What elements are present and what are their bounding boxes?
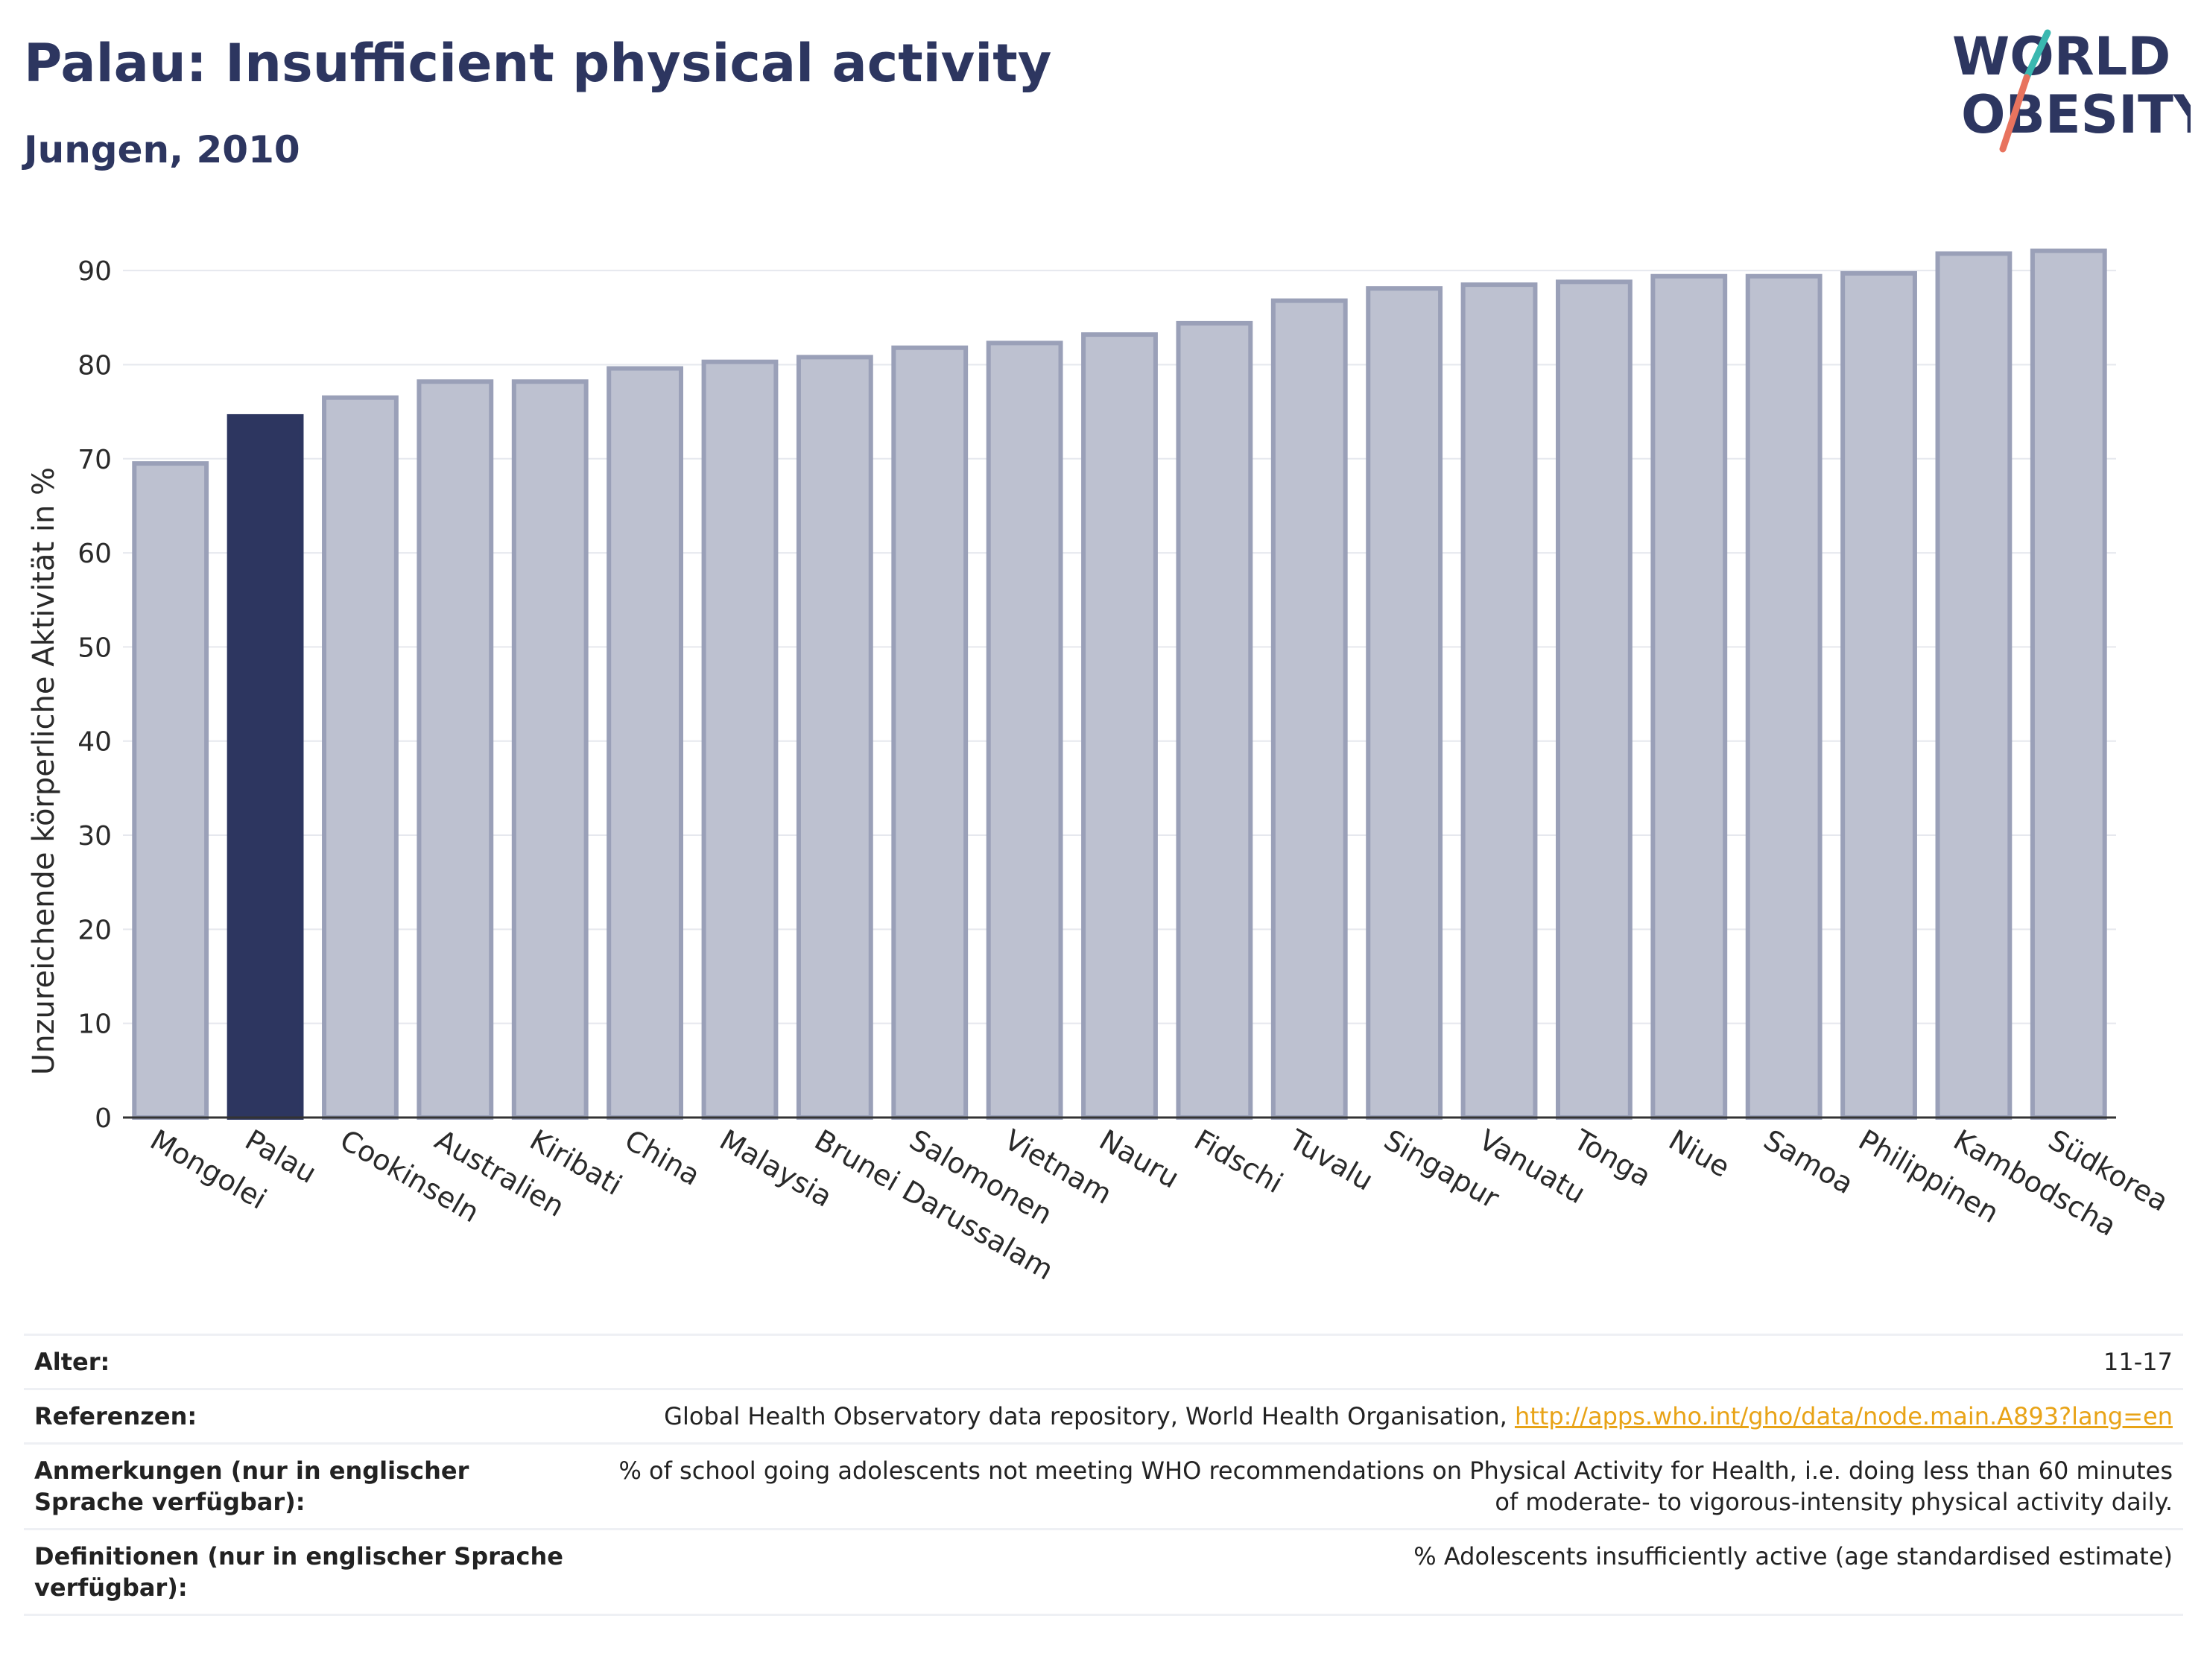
info-label-notes: Anmerkungen (nur in englischer Sprache v… bbox=[24, 1442, 581, 1530]
bar-palau bbox=[227, 413, 304, 1120]
info-row-definitions: Definitionen (nur in englischer Sprache … bbox=[24, 1528, 2183, 1616]
info-value-references: Global Health Observatory data repositor… bbox=[581, 1388, 2183, 1444]
bar-brunei-darussalam bbox=[796, 355, 873, 1120]
bar-philippinen bbox=[1840, 270, 1917, 1120]
info-row-notes: Anmerkungen (nur in englischer Sprache v… bbox=[24, 1442, 2183, 1530]
chart-subtitle: Jungen, 2010 bbox=[24, 128, 300, 171]
y-tick-label: 10 bbox=[77, 1009, 112, 1040]
references-link[interactable]: http://apps.who.int/gho/data/node.main.A… bbox=[1514, 1402, 2173, 1430]
x-tick-label: Niue bbox=[1663, 1123, 1735, 1184]
bar-salomonen bbox=[891, 345, 969, 1120]
y-tick-label: 50 bbox=[77, 633, 112, 663]
chart-title: Palau: Insufficient physical activity bbox=[24, 33, 1052, 94]
bar-nauru bbox=[1081, 332, 1158, 1120]
y-tick-label: 20 bbox=[77, 915, 112, 945]
world-obesity-logo: WORLD OBESITY bbox=[1952, 26, 2191, 153]
bar-fidschi bbox=[1176, 320, 1253, 1120]
info-row-references: Referenzen: Global Health Observatory da… bbox=[24, 1388, 2183, 1444]
y-tick-label: 80 bbox=[77, 350, 112, 381]
info-table: Alter: 11-17 Referenzen: Global Health O… bbox=[24, 1334, 2183, 1616]
logo-line2: OBESITY bbox=[1961, 84, 2191, 145]
x-tick-label: Tuvalu bbox=[1283, 1123, 1378, 1197]
bar-tonga bbox=[1556, 279, 1633, 1120]
info-value-notes: % of school going adolescents not meetin… bbox=[581, 1442, 2183, 1530]
bar-südkorea bbox=[2030, 248, 2107, 1120]
info-label-definitions: Definitionen (nur in englischer Sprache … bbox=[24, 1528, 581, 1616]
bar-mongolei bbox=[132, 461, 209, 1120]
y-tick-label: 60 bbox=[77, 539, 112, 569]
y-tick-label: 90 bbox=[77, 256, 112, 287]
x-tick-label: Samoa bbox=[1758, 1123, 1859, 1201]
bar-cookinseln bbox=[322, 395, 399, 1120]
y-tick-label: 0 bbox=[95, 1103, 112, 1134]
bar-kambodscha bbox=[1935, 251, 2013, 1120]
info-label-age: Alter: bbox=[24, 1334, 581, 1389]
logo-line1: WORLD bbox=[1952, 26, 2170, 87]
info-label-references: Referenzen: bbox=[24, 1388, 581, 1444]
bar-niue bbox=[1650, 273, 1728, 1120]
bar-tuvalu bbox=[1270, 298, 1348, 1120]
y-axis-label: Unzureichende körperliche Aktivität in % bbox=[27, 467, 61, 1075]
info-row-age: Alter: 11-17 bbox=[24, 1334, 2183, 1389]
bar-samoa bbox=[1745, 273, 1823, 1120]
x-tick-label: Fidschi bbox=[1188, 1123, 1288, 1200]
bars bbox=[132, 248, 2107, 1120]
info-value-age: 11-17 bbox=[581, 1334, 2183, 1389]
bar-kiribati bbox=[511, 379, 589, 1120]
bar-china bbox=[607, 366, 684, 1120]
info-value-definitions: % Adolescents insufficiently active (age… bbox=[581, 1528, 2183, 1616]
bar-australien bbox=[417, 379, 494, 1120]
bar-malaysia bbox=[701, 359, 779, 1120]
x-tick-label: China bbox=[619, 1123, 706, 1192]
references-text: Global Health Observatory data repositor… bbox=[664, 1402, 1515, 1430]
bar-singapur bbox=[1366, 286, 1443, 1120]
y-tick-labels: 0 10 20 30 40 50 60 70 80 90 bbox=[77, 256, 112, 1134]
y-tick-label: 30 bbox=[77, 821, 112, 852]
y-tick-label: 40 bbox=[77, 727, 112, 758]
bar-vietnam bbox=[986, 340, 1063, 1120]
bar-vanuatu bbox=[1460, 282, 1538, 1120]
y-tick-label: 70 bbox=[77, 445, 112, 475]
